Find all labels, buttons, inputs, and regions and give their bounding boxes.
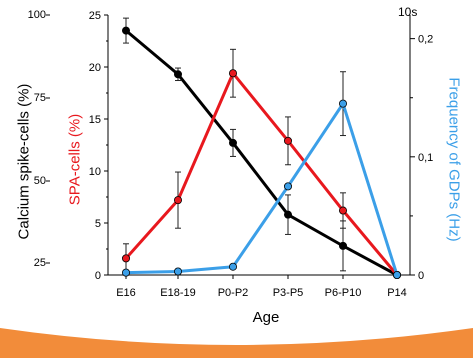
outer-left-tick-label: 50 (34, 175, 46, 187)
x-axis-tick-label: E16 (116, 287, 136, 299)
left-axis-tick-label: 10 (89, 166, 101, 178)
left-axis-tick-label: 20 (89, 62, 101, 74)
decorative-bottom-arc (0, 328, 473, 358)
x-axis-tick-label: P6-P10 (325, 287, 362, 299)
left-axis-tick-label: 0 (95, 270, 101, 282)
left-axis-tick-label: 15 (89, 114, 101, 126)
left-axis-tick-label: 5 (95, 218, 101, 230)
right-axis-label: Frequency of GDPs (Hz) (445, 77, 463, 242)
x-axis-tick-label: P3-P5 (273, 287, 304, 299)
x-axis-tick-label: P0-P2 (218, 287, 249, 299)
data-point (173, 70, 182, 79)
chart-figure: 0 5 10 15 20 25 0 0,1 0,2 100 75 50 25 E16 E18-19 P0-P2… (0, 5, 473, 358)
left-axis-tick-label: 25 (89, 10, 101, 22)
data-point (122, 26, 131, 35)
series-line-2 (124, 102, 399, 277)
data-point (283, 136, 292, 145)
data-point (122, 268, 131, 277)
x-axis-label: Age (252, 309, 280, 326)
data-point (338, 241, 347, 250)
data-point (338, 99, 347, 108)
outer-left-axis-label: Calcium spike-cells (%) (15, 83, 33, 240)
chart-plot: 0 5 10 15 20 25 0 0,1 0,2 100 75 50 25 E16 E18-19 P0-P2… (28, 9, 434, 299)
x-axis-tick-label: P14 (387, 287, 407, 299)
data-point (228, 138, 237, 147)
data-point (228, 262, 237, 271)
data-point (283, 210, 292, 219)
data-point (122, 254, 131, 263)
right-axis-tick-label: 0,2 (418, 34, 433, 46)
data-point (338, 206, 347, 215)
series-line-1 (124, 71, 399, 277)
outer-left-tick-label: 75 (34, 92, 46, 104)
data-point (173, 196, 182, 205)
right-axis-tick-label: 0 (418, 270, 424, 282)
outer-left-tick-label: 100 (28, 9, 46, 21)
data-point (392, 270, 401, 279)
outer-left-tick-label: 25 (34, 257, 46, 269)
right-axis-tick-label: 0,1 (418, 152, 433, 164)
series-line-0 (124, 29, 399, 277)
left-axis-label: SPA-cells (%) (66, 113, 84, 206)
corner-time-label: 10s (398, 5, 418, 19)
data-point (228, 69, 237, 78)
x-axis-tick-label: E18-19 (160, 287, 195, 299)
data-point (283, 182, 292, 191)
data-point (173, 267, 182, 276)
